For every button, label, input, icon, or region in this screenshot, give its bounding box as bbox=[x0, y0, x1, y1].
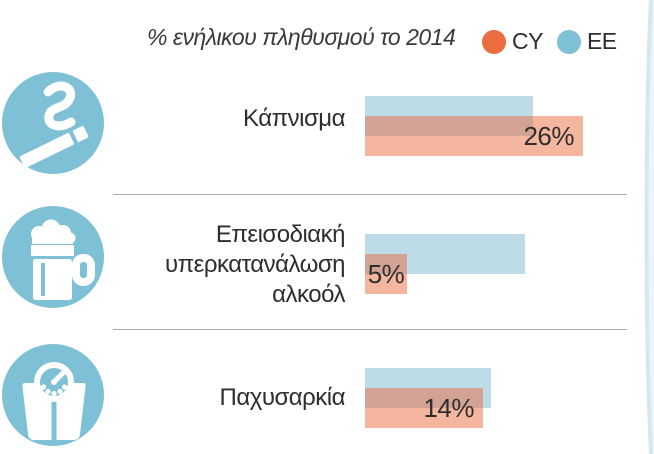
legend-dot-cy bbox=[482, 29, 506, 54]
legend-label-cy: CY bbox=[512, 28, 543, 54]
legend: CY EE bbox=[482, 28, 617, 55]
divider bbox=[113, 194, 627, 195]
cigarette-icon bbox=[2, 72, 104, 174]
cy-bar: 26% bbox=[365, 116, 583, 156]
beer-mug-icon bbox=[2, 206, 104, 308]
value-label: 26% bbox=[523, 120, 574, 151]
ee-bar bbox=[365, 234, 525, 274]
value-label: 14% bbox=[423, 392, 474, 423]
chart-title: % ενήλικου πληθυσμού το 2014 bbox=[147, 24, 456, 50]
legend-label-ee: EE bbox=[586, 28, 617, 54]
ee-bar bbox=[365, 96, 533, 136]
category-label: Επεισοδιακή υπερκατανάλωση αλκοόλ bbox=[164, 221, 346, 308]
page-edge-curl bbox=[644, 0, 654, 454]
value-label: 5% bbox=[367, 258, 405, 289]
legend-dot-ee bbox=[556, 29, 581, 54]
ee-bar bbox=[365, 368, 491, 408]
cy-bar: 5% bbox=[365, 254, 407, 294]
category-label: Κάπνισμα bbox=[243, 105, 346, 132]
divider bbox=[113, 329, 627, 330]
weight-scale-icon bbox=[2, 344, 104, 446]
cy-bar: 14% bbox=[365, 388, 483, 428]
category-label: Παχυσαρκία bbox=[219, 384, 346, 411]
